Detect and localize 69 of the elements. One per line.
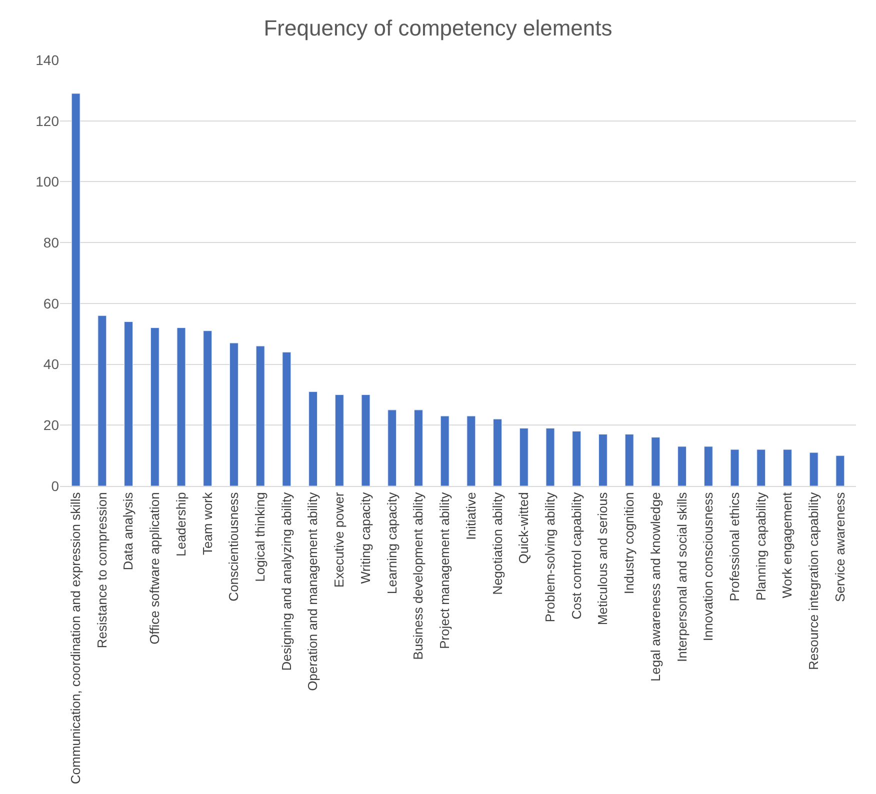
bar (783, 449, 792, 486)
y-tick-label: 120 (36, 112, 60, 129)
y-tick-label: 80 (43, 234, 60, 250)
bar (678, 446, 687, 486)
bar (388, 410, 397, 486)
x-tick-label: Team work (200, 492, 215, 556)
bar (334, 394, 344, 486)
x-tick-label: Negotiation ability (490, 492, 505, 595)
x-tick-label: Communication, coordination and expression skills (68, 492, 84, 784)
x-tick-label: Problem-solving ability (542, 492, 558, 622)
x-tick-label: Logical thinking (252, 492, 268, 582)
x-tick-label: Initiative (463, 492, 478, 540)
bar (71, 93, 80, 486)
bar (203, 330, 212, 486)
x-tick-label: Cost control capability (568, 492, 584, 620)
bar (361, 394, 370, 486)
bar (150, 328, 160, 486)
x-tick-label: Learning capacity (384, 492, 400, 594)
bar (466, 416, 476, 486)
y-tick-label: 0 (51, 478, 60, 494)
x-tick-label: Legal awareness and knowledge (648, 492, 663, 682)
bar (440, 416, 450, 486)
bar (598, 434, 608, 486)
bar (176, 328, 186, 486)
x-tick-label: Resistance to compression (94, 492, 110, 648)
x-tick-label: Leadership (173, 492, 188, 557)
bar (414, 410, 423, 486)
bar (730, 449, 740, 486)
y-tick-label: 20 (43, 417, 60, 434)
x-tick-label: Professional ethics (726, 492, 742, 602)
x-tick-label: Data analysis (120, 492, 136, 570)
x-tick-label: Resource integration capability (806, 492, 822, 670)
bar (493, 418, 502, 486)
y-tick-label: 100 (36, 174, 60, 190)
x-tick-label: Office software application (147, 492, 162, 644)
y-tick-label: 40 (43, 356, 60, 372)
x-tick-label: Industry cognition (622, 492, 637, 594)
x-tick-label: Operation and management ability (305, 492, 320, 691)
x-tick-label: Planning capability (753, 492, 768, 601)
bar (651, 437, 660, 486)
bar (572, 430, 582, 486)
bar (308, 391, 318, 486)
bar (546, 428, 555, 486)
bar (256, 346, 265, 486)
x-tick-label: Meticulous and serious (595, 492, 610, 626)
bar (229, 342, 238, 486)
x-tick-label: Innovation consciousness (700, 492, 716, 642)
x-tick-label: Executive power (332, 492, 347, 588)
x-tick-label: Quick-witted (516, 492, 532, 564)
bar (704, 446, 713, 486)
bar (836, 455, 845, 486)
bar (98, 315, 107, 486)
x-tick-label: Project management ability (437, 492, 452, 650)
chart-title: Frequency of competency elements (264, 15, 612, 40)
x-tick-label: Writing capacity (358, 492, 373, 584)
x-tick-label: Service awareness (832, 492, 848, 602)
y-tick-label: 60 (43, 295, 60, 312)
bar (282, 352, 292, 486)
bar (809, 452, 818, 486)
x-tick-label: Interpersonal and social skills (674, 492, 690, 662)
x-tick-label: Work engagement (780, 492, 795, 598)
y-tick-label: 140 (36, 52, 60, 68)
bar (624, 434, 634, 486)
bar (756, 449, 766, 486)
bar (519, 428, 528, 486)
x-tick-label: Conscientiousness (226, 492, 242, 602)
bar (124, 321, 133, 486)
x-tick-label: Designing and analyzing ability (278, 492, 294, 671)
x-tick-label: Business development ability (410, 492, 426, 660)
